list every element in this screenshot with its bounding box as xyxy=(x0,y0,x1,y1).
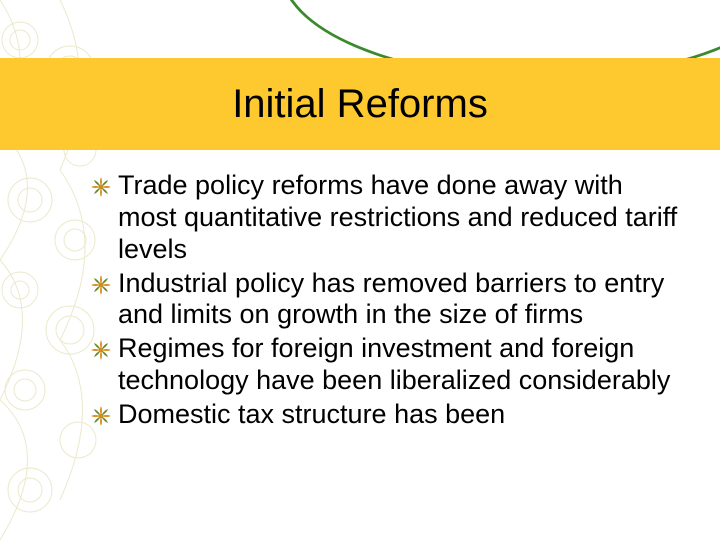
slide-title: Initial Reforms xyxy=(232,82,488,127)
flower-bullet-icon xyxy=(90,274,112,296)
flower-bullet-icon xyxy=(90,339,112,361)
flower-bullet-icon xyxy=(90,176,112,198)
title-band: Initial Reforms xyxy=(0,58,720,150)
list-item: Industrial policy has removed barriers t… xyxy=(90,268,680,332)
bullet-text: Trade policy reforms have done away with… xyxy=(118,170,680,266)
list-item: Domestic tax structure has been xyxy=(90,399,680,431)
list-item: Regimes for foreign investment and forei… xyxy=(90,333,680,397)
bullet-list: Trade policy reforms have done away with… xyxy=(90,170,680,433)
bullet-text: Regimes for foreign investment and forei… xyxy=(118,333,680,397)
flower-bullet-icon xyxy=(90,405,112,427)
bullet-text: Domestic tax structure has been xyxy=(118,399,505,431)
bullet-text: Industrial policy has removed barriers t… xyxy=(118,268,680,332)
list-item: Trade policy reforms have done away with… xyxy=(90,170,680,266)
